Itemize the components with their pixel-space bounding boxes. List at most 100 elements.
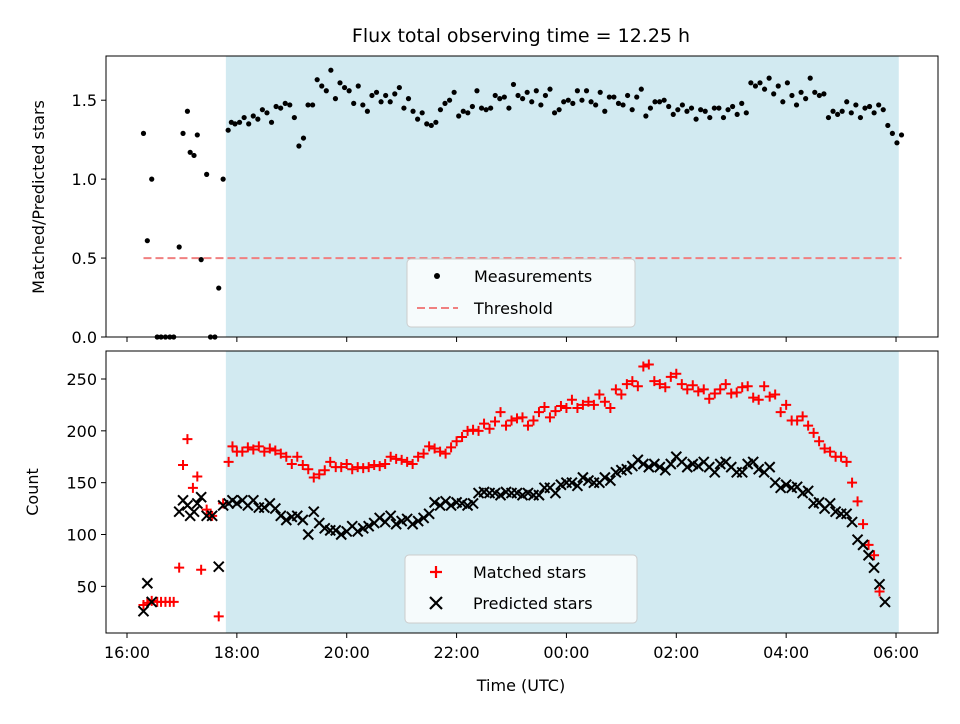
measurement-point bbox=[469, 103, 475, 110]
matched-star-marker bbox=[654, 379, 665, 390]
bottom-legend: Matched stars Predicted stars bbox=[404, 554, 638, 624]
measurement-point bbox=[647, 105, 654, 111]
predicted-star-marker bbox=[390, 518, 402, 530]
measurement-point bbox=[310, 102, 316, 108]
top-panel: 0.0 0.5 1.0 1.5 Matched/Predicted stars Mea… bbox=[29, 55, 939, 347]
matched-star-marker bbox=[396, 454, 407, 465]
measurement-point bbox=[259, 107, 265, 113]
matched-star-marker bbox=[825, 446, 836, 457]
predicted-star-marker bbox=[308, 505, 320, 518]
matched-star-marker bbox=[814, 436, 825, 447]
matched-star-marker bbox=[242, 442, 253, 453]
top-legend: Measurements Threshold bbox=[406, 258, 636, 328]
matched-star-marker bbox=[223, 456, 234, 467]
predicted-star-marker bbox=[577, 471, 589, 484]
matched-star-marker bbox=[227, 441, 238, 452]
matched-star-marker bbox=[550, 406, 561, 417]
measurement-point bbox=[880, 107, 886, 113]
measurement-point bbox=[661, 97, 667, 103]
matched-star-marker bbox=[638, 361, 649, 372]
matched-star-marker bbox=[737, 382, 748, 393]
predicted-star-marker bbox=[709, 466, 721, 479]
matched-star-marker bbox=[182, 434, 193, 445]
measurement-point bbox=[220, 176, 226, 182]
matched-star-marker bbox=[319, 465, 330, 476]
measurement-point bbox=[688, 105, 695, 111]
matched-star-marker bbox=[512, 413, 523, 424]
bottom-y-tick-label: 100 bbox=[66, 526, 97, 545]
measurement-point bbox=[620, 102, 626, 108]
measurement-point bbox=[296, 143, 302, 149]
matched-star-marker bbox=[178, 460, 189, 471]
predicted-star-marker bbox=[637, 458, 650, 470]
matched-star-marker bbox=[297, 460, 308, 471]
measurement-point bbox=[803, 96, 809, 102]
predicted-star-marker bbox=[384, 510, 397, 522]
x-tick-label: 16:00 bbox=[104, 643, 150, 662]
measurement-point bbox=[675, 107, 681, 113]
predicted-star-marker bbox=[269, 502, 282, 515]
measurement-point bbox=[510, 81, 517, 88]
matched-star-marker bbox=[660, 382, 671, 393]
measurement-point bbox=[360, 102, 366, 108]
measurement-point bbox=[771, 91, 777, 97]
matched-star-marker bbox=[643, 359, 654, 370]
legend-measurements-marker bbox=[434, 273, 440, 279]
matched-star-marker bbox=[253, 441, 264, 452]
matched-star-marker bbox=[374, 461, 385, 472]
x-tick-label: 06:00 bbox=[873, 643, 919, 662]
measurement-point bbox=[711, 105, 717, 111]
measurement-point bbox=[355, 83, 361, 89]
predicted-star-marker bbox=[824, 497, 836, 510]
measurement-point bbox=[684, 108, 690, 114]
measurement-point bbox=[428, 122, 434, 129]
top-y-tick-label: 0.0 bbox=[72, 328, 97, 347]
predicted-star-marker bbox=[247, 494, 260, 507]
matched-star-marker bbox=[665, 371, 676, 382]
measurement-point bbox=[264, 110, 270, 116]
x-tick-label: 02:00 bbox=[653, 643, 699, 662]
predicted-star-marker bbox=[566, 476, 578, 489]
x-tick-label: 20:00 bbox=[324, 643, 370, 662]
predicted-star-marker bbox=[654, 461, 666, 473]
matched-star-marker bbox=[259, 446, 270, 457]
bottom-panel: 16:00 18:00 20:00 22:00 00:00 02:00 04:00 06:00… bbox=[23, 350, 939, 695]
top-ylabel: Matched/Predicted stars bbox=[29, 100, 48, 294]
predicted-star-marker bbox=[280, 514, 293, 526]
measurement-point bbox=[314, 77, 320, 83]
measurement-point bbox=[625, 92, 631, 99]
measurement-point bbox=[807, 75, 813, 81]
matched-star-marker bbox=[462, 425, 473, 436]
bottom-axes-frame bbox=[105, 350, 939, 634]
legend-matched-label: Matched stars bbox=[473, 563, 586, 582]
measurement-point bbox=[442, 100, 448, 106]
top-y-ticks: 0.0 0.5 1.0 1.5 bbox=[72, 91, 106, 347]
predicted-star-marker bbox=[599, 471, 611, 484]
matched-star-marker bbox=[358, 463, 369, 474]
measurement-point bbox=[392, 91, 398, 97]
matched-star-marker bbox=[594, 389, 605, 400]
measurement-point bbox=[707, 114, 713, 121]
matched-star-marker bbox=[704, 393, 715, 404]
measurement-point bbox=[387, 99, 393, 105]
top-y-tick-label: 1.5 bbox=[72, 91, 97, 110]
measurement-point bbox=[761, 86, 768, 92]
matched-star-marker bbox=[187, 482, 198, 493]
predicted-star-marker bbox=[621, 463, 633, 475]
matched-star-marker bbox=[501, 420, 512, 431]
measurement-point bbox=[835, 111, 841, 118]
matched-star-marker bbox=[237, 446, 248, 457]
measurement-point bbox=[748, 80, 754, 86]
measurement-point bbox=[250, 113, 256, 119]
matched-star-marker bbox=[424, 441, 435, 452]
measurement-point bbox=[784, 80, 790, 86]
measurement-point bbox=[378, 99, 384, 105]
matched-stars-points bbox=[138, 359, 885, 622]
matched-star-marker bbox=[468, 424, 479, 435]
matched-star-marker bbox=[605, 403, 616, 414]
matched-star-marker bbox=[385, 451, 396, 462]
measurement-point bbox=[456, 113, 462, 119]
measurement-point bbox=[488, 105, 494, 111]
measurement-point bbox=[652, 99, 658, 105]
predicted-star-marker bbox=[604, 474, 617, 487]
